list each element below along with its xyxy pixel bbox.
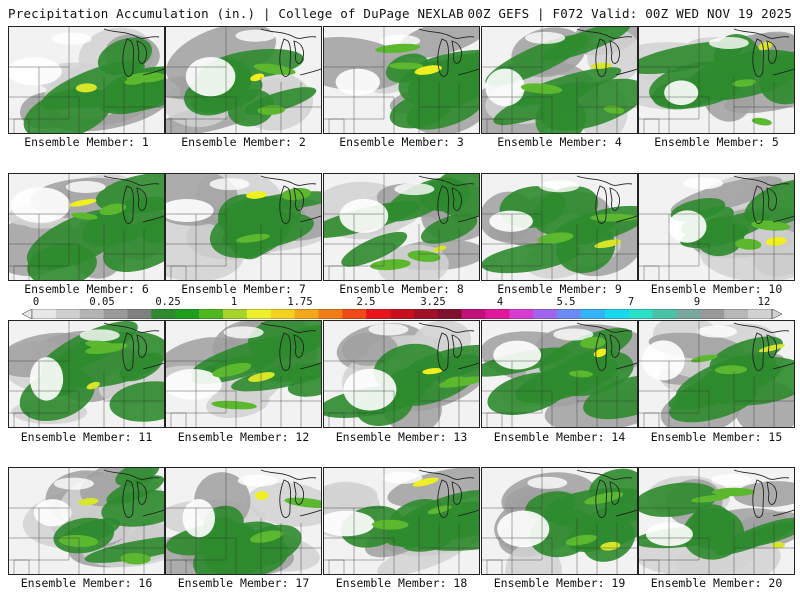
- colorbar-swatch: [103, 309, 128, 319]
- ensemble-member-label: Ensemble Member: 10: [650, 282, 783, 296]
- colorbar-min-arrow: [22, 309, 33, 319]
- colorbar-swatch: [413, 309, 439, 319]
- colorbar-swatch: [604, 309, 630, 319]
- colorbar-max-arrow: [771, 309, 782, 319]
- colorbar-tick-label: 4: [496, 296, 504, 308]
- ensemble-member-map: [323, 320, 480, 428]
- ensemble-member-map: [481, 320, 638, 428]
- ensemble-member-map: [481, 467, 638, 575]
- ensemble-member-map: [165, 173, 322, 281]
- ensemble-member-label: Ensemble Member: 19: [493, 576, 626, 590]
- colorbar-swatch: [175, 309, 200, 319]
- model-run-info: 00Z GEFS | F072 Valid: 00Z WED NOV 19 20…: [467, 6, 792, 21]
- colorbar-swatch: [700, 309, 725, 319]
- ensemble-member-label: Ensemble Member: 1: [24, 135, 149, 149]
- ensemble-member-map: [638, 467, 795, 575]
- colorbar-tick-label: 0.25: [155, 296, 181, 308]
- ensemble-member-map: [638, 173, 795, 281]
- colorbar-swatch: [509, 309, 534, 319]
- ensemble-member-map: [165, 26, 322, 134]
- colorbar-tick-label: 12: [757, 296, 771, 308]
- colorbar-swatch: [628, 309, 653, 319]
- colorbar-tick-label: 9: [693, 296, 701, 308]
- ensemble-member-map: [8, 26, 165, 134]
- ensemble-member-map: [481, 173, 638, 281]
- colorbar-swatch: [127, 309, 152, 319]
- ensemble-member-label: Ensemble Member: 13: [335, 430, 468, 444]
- ensemble-member-label: Ensemble Member: 3: [339, 135, 464, 149]
- colorbar-swatch: [366, 309, 391, 319]
- colorbar-swatch: [151, 309, 176, 319]
- ensemble-member-map: [8, 173, 165, 281]
- colorbar-swatch: [676, 309, 701, 319]
- colorbar-swatch: [485, 309, 510, 319]
- colorbar-tick-label: 0: [32, 296, 40, 308]
- colorbar-swatch: [652, 309, 677, 319]
- colorbar-swatch: [581, 309, 606, 319]
- colorbar-swatch: [270, 309, 295, 319]
- ensemble-member-map: [8, 467, 165, 575]
- colorbar-swatch: [79, 309, 104, 319]
- colorbar-tick-label: 5.5: [556, 296, 576, 308]
- ensemble-member-map: [165, 320, 322, 428]
- colorbar-swatch: [199, 309, 224, 319]
- ensemble-member-map: [638, 320, 795, 428]
- colorbar-swatch: [342, 309, 367, 319]
- ensemble-member-label: Ensemble Member: 9: [497, 282, 622, 296]
- ensemble-member-map: [638, 26, 795, 134]
- ensemble-member-label: Ensemble Member: 4: [497, 135, 622, 149]
- ensemble-member-map: [8, 320, 165, 428]
- colorbar-swatch: [32, 309, 57, 319]
- ensemble-member-map: [323, 26, 480, 134]
- colorbar-tick-label: 0.05: [89, 296, 115, 308]
- ensemble-member-label: Ensemble Member: 16: [20, 576, 153, 590]
- ensemble-member-label: Ensemble Member: 12: [177, 430, 310, 444]
- colorbar-swatch: [724, 309, 749, 319]
- colorbar-swatch: [461, 309, 486, 319]
- colorbar-swatch: [748, 309, 773, 319]
- ensemble-member-label: Ensemble Member: 15: [650, 430, 783, 444]
- colorbar-swatch: [390, 309, 415, 319]
- ensemble-member-map: [323, 467, 480, 575]
- ensemble-member-map: [165, 467, 322, 575]
- colorbar-swatch: [294, 309, 319, 319]
- colorbar-swatch: [318, 309, 343, 319]
- ensemble-member-label: Ensemble Member: 18: [335, 576, 468, 590]
- colorbar-tick-label: 2.5: [356, 296, 376, 308]
- ensemble-member-map: [481, 26, 638, 134]
- ensemble-member-label: Ensemble Member: 14: [493, 430, 626, 444]
- colorbar-tick-label: 7: [627, 296, 635, 308]
- ensemble-member-label: Ensemble Member: 11: [20, 430, 153, 444]
- ensemble-member-label: Ensemble Member: 17: [177, 576, 310, 590]
- ensemble-member-label: Ensemble Member: 7: [181, 282, 306, 296]
- ensemble-member-label: Ensemble Member: 8: [339, 282, 464, 296]
- ensemble-member-label: Ensemble Member: 2: [181, 135, 306, 149]
- colorbar-swatch: [222, 309, 248, 319]
- colorbar-tick-label: 1: [230, 296, 238, 308]
- colorbar-swatch: [557, 309, 582, 319]
- precipitation-colorbar: [22, 309, 782, 319]
- colorbar-swatch: [437, 309, 462, 319]
- colorbar-swatch: [55, 309, 81, 319]
- ensemble-member-map: [323, 173, 480, 281]
- map-title: Precipitation Accumulation (in.) | Colle…: [8, 6, 464, 21]
- ensemble-member-label: Ensemble Member: 5: [654, 135, 779, 149]
- colorbar-tick-label: 1.75: [287, 296, 313, 308]
- colorbar-tick-label: 3.25: [420, 296, 446, 308]
- colorbar-swatch: [533, 309, 558, 319]
- ensemble-member-label: Ensemble Member: 6: [24, 282, 149, 296]
- ensemble-member-label: Ensemble Member: 20: [650, 576, 783, 590]
- colorbar-swatch: [246, 309, 272, 319]
